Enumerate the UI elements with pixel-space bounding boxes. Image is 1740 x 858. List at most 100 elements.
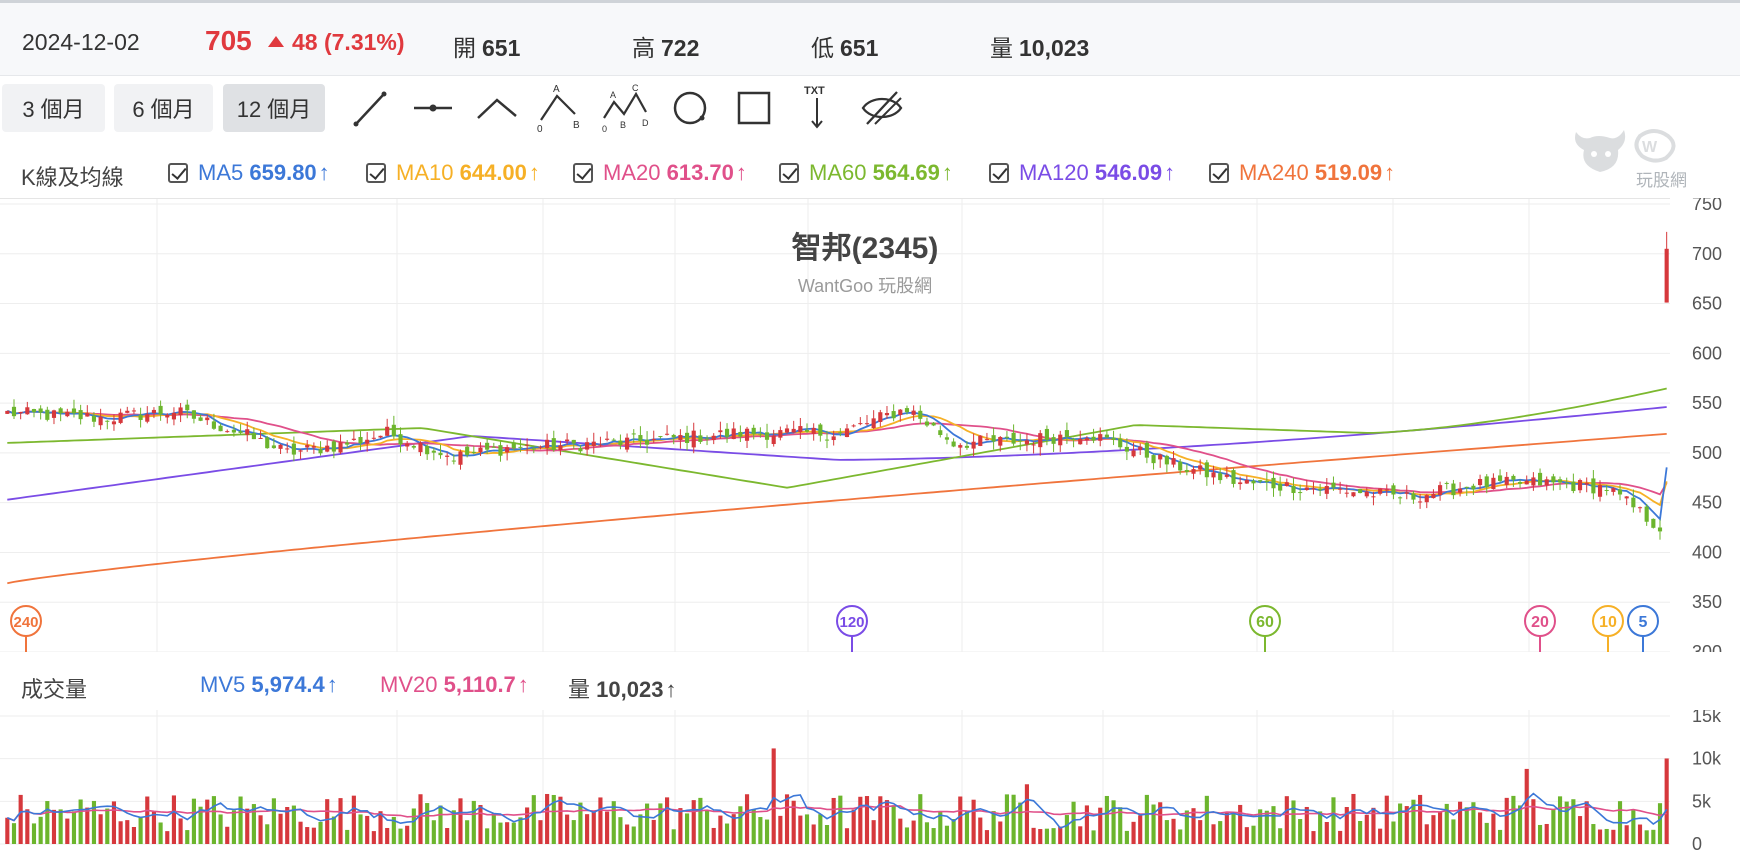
checkbox-checked-icon[interactable] [168,163,188,183]
volume-bar [458,798,463,844]
volume-bar [351,795,356,844]
volume-bar [1184,810,1189,844]
candle [178,403,183,423]
checkbox-checked-icon[interactable] [989,163,1009,183]
checkbox-checked-icon[interactable] [779,163,799,183]
candle [751,424,756,440]
candle-body [771,435,776,445]
candle [98,408,103,430]
volume-bar [91,800,97,844]
trend-line-tool-icon[interactable] [344,82,394,134]
candle [1498,469,1503,483]
candle [471,446,476,455]
candle-body [691,430,696,448]
abcd-pattern-tool-icon[interactable]: A C 0 B D [600,82,650,134]
candle-body [585,442,590,450]
checkbox-checked-icon[interactable] [573,163,593,183]
candle [1431,489,1436,499]
candle [1178,459,1183,475]
candle [1198,459,1203,475]
checkbox-checked-icon[interactable] [1209,163,1229,183]
watermark-text: 玩股網 [1636,171,1687,190]
volume-bar [1284,796,1289,844]
candle [1218,467,1223,484]
ma-badge-20: 20 [1524,605,1556,652]
candle-body [811,427,816,434]
badge-label: 10 [1599,614,1617,631]
range-12-months-button[interactable]: 12 個月 [223,84,325,132]
candle-body [1604,489,1609,491]
ma60-legend[interactable]: MA60 564.69↑ [779,160,953,186]
candle [351,430,356,441]
angle-tool-icon[interactable] [472,82,522,134]
candle [505,444,510,461]
volume-bar [131,827,137,844]
circle-tool-icon[interactable] [665,82,715,134]
candle-body [1304,487,1309,490]
candle-body [1584,482,1589,485]
candle [678,429,683,449]
candle [485,439,490,454]
candle [625,433,630,453]
candle [298,449,303,460]
candle-body [565,439,570,442]
candle [838,428,843,437]
candle-body [1657,527,1663,532]
volume-bar [1517,805,1523,844]
volume-bar [638,814,643,844]
candle [1164,454,1169,473]
volume-bar [1331,797,1336,844]
volume-bar [1024,784,1029,844]
candle-body [631,433,636,435]
candle [1051,433,1056,452]
candle-body [1504,476,1509,485]
candle [711,433,716,445]
candle [125,406,130,414]
volume-bar [498,822,503,844]
candle-body [1011,432,1016,444]
candle-body [1284,482,1289,487]
checkbox-checked-icon[interactable] [366,163,386,183]
candle [1144,440,1149,464]
candle-body [1438,485,1443,495]
range-6-months-button[interactable]: 6 個月 [114,84,213,132]
ma5-legend[interactable]: MA5 659.80↑ [168,160,330,186]
range-3-months-button[interactable]: 3 個月 [2,84,105,132]
candle [525,438,530,455]
candle-body [1251,480,1256,484]
open-label: 開 [453,35,476,61]
candle [305,439,310,452]
candle [1384,484,1389,497]
rectangle-tool-icon[interactable] [729,82,779,134]
candle [5,410,10,415]
volume-bar [1018,802,1023,844]
text-tool-icon[interactable]: TXT [792,82,842,134]
ma240-legend[interactable]: MA240 519.09↑ [1209,160,1395,186]
abc-pattern-tool-icon[interactable]: A 0 B [535,82,585,134]
horizontal-segment-tool-icon[interactable] [408,82,458,134]
volume-bar [924,822,930,844]
candle-body [978,435,983,446]
candle [1617,484,1623,501]
volume-bar [71,811,77,844]
ma10-legend[interactable]: MA10 644.00↑ [366,160,540,186]
volume-bar [1464,807,1469,844]
candle-body [1104,434,1109,438]
volume-chart[interactable]: 0 5k 10k 15k [0,710,1740,858]
hide-drawings-eye-off-icon[interactable] [857,82,907,134]
candle [1404,485,1409,500]
volume-bar [1444,803,1449,844]
volume-bar [285,807,290,844]
ma-badge-240: 240 [10,605,42,652]
candle-body [571,439,576,444]
ma120-legend[interactable]: MA120 546.09↑ [989,160,1175,186]
price-tick-label: 650 [1692,294,1722,314]
candle-body [1491,477,1496,490]
ma20-legend[interactable]: MA20 613.70↑ [573,160,747,186]
candle-body [1038,433,1043,448]
candle-body [1118,438,1123,448]
candle-body [1498,475,1503,481]
candle-body [451,460,456,462]
volume-bar [818,814,823,844]
